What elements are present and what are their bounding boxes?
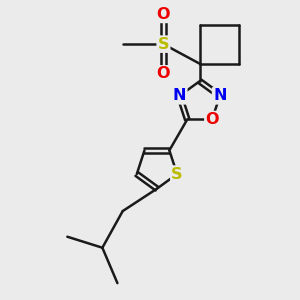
Text: S: S: [158, 37, 169, 52]
Text: O: O: [206, 112, 219, 127]
Text: S: S: [171, 167, 183, 182]
Text: O: O: [157, 66, 170, 81]
Text: O: O: [157, 7, 170, 22]
Text: N: N: [213, 88, 226, 103]
Text: N: N: [173, 88, 186, 103]
